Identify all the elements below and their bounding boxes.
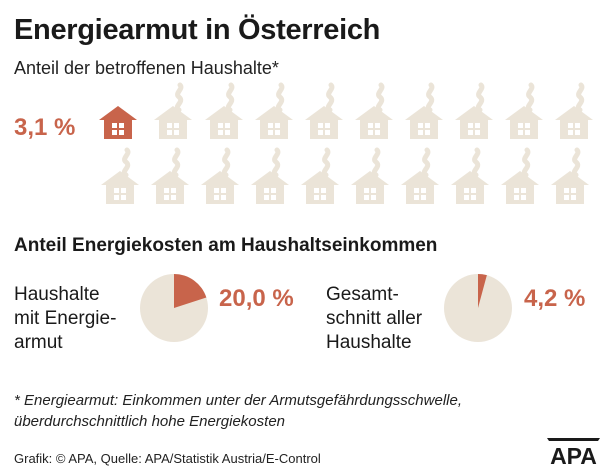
house-icon (301, 147, 339, 204)
house-icon-highlighted (99, 106, 137, 139)
house-icon (501, 147, 539, 204)
pie-label-line: armut (14, 332, 63, 353)
house-icon (451, 147, 489, 204)
house-icon (154, 82, 192, 139)
chart-subtitle: Anteil der betroffenen Haushalte* (14, 58, 279, 78)
house-icon (401, 147, 439, 204)
house-icon (555, 82, 593, 139)
pie-label-energy-poor: Haushalte mit Energie- armut (14, 283, 116, 355)
house-icon (151, 147, 189, 204)
pie-label-line: Haushalte (14, 284, 100, 305)
pie-chart-all-households (444, 274, 512, 342)
pie-label-line: Gesamt- (326, 284, 399, 305)
pie-chart-energy-poor (140, 274, 208, 342)
footnote-line: überdurchschnittlich hohe Energiekosten (14, 413, 286, 430)
house-icon (355, 82, 393, 139)
footnote-line: * Energiearmut: Einkommen unter der Armu… (14, 392, 462, 409)
apa-logo: APA (547, 438, 600, 468)
section-title: Anteil Energiekosten am Haushaltseinkomm… (14, 235, 438, 256)
pie-energy-poor-value-slice (174, 274, 207, 308)
pie-value-energy-poor: 20,0 % (219, 285, 294, 312)
pie-all-households-value-slice (478, 274, 487, 308)
pie-label-line: mit Energie- (14, 308, 117, 329)
households-share-label: 3,1 % (14, 114, 76, 141)
house-icon (251, 147, 289, 204)
house-icon (351, 147, 389, 204)
source-credit: Grafik: © APA, Quelle: APA/Statistik Aus… (14, 451, 321, 466)
pie-value-all-households: 4,2 % (524, 285, 586, 312)
house-icon (255, 82, 293, 139)
house-icon (551, 147, 589, 204)
house-icon (505, 82, 543, 139)
house-icon (405, 82, 443, 139)
house-icon (305, 82, 343, 139)
pie-label-line: Haushalte (326, 332, 412, 353)
house-icon (455, 82, 493, 139)
chart-title: Energiearmut in Österreich (14, 14, 381, 46)
pie-label-line: schnitt aller (326, 308, 423, 329)
footnote: * Energiearmut: Einkommen unter der Armu… (14, 390, 462, 432)
household-pictogram (99, 82, 593, 204)
house-icon (201, 147, 239, 204)
pie-label-all-households: Gesamt- schnitt aller Haushalte (326, 283, 422, 355)
logo-bar (547, 438, 600, 441)
house-icon (205, 82, 243, 139)
house-icon (101, 147, 139, 204)
logo-text: APA (550, 443, 597, 468)
